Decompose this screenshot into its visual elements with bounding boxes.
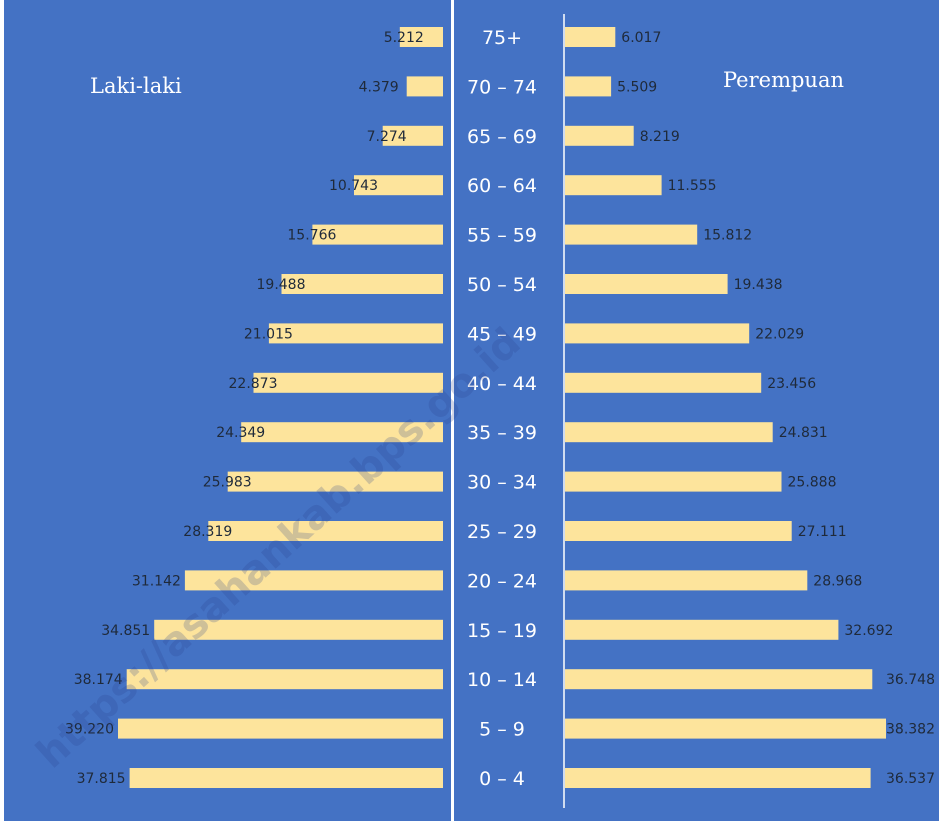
male-value-label: 34.851 [101,623,150,639]
female-bar [565,422,773,443]
male-bar [208,521,443,541]
female-value-label: 27.111 [798,524,847,540]
male-bar [227,471,443,492]
female-bar [565,768,871,788]
age-group-label: 10 – 14 [467,669,537,691]
age-group-label: 60 – 64 [467,175,537,197]
female-value-label: 19.438 [734,277,783,293]
labels-group: 37.815 36.537 0 – 4 39.220 38.382 5 – 9 38.174… [65,27,935,790]
female-bar [565,471,782,492]
female-bar [565,323,750,344]
female-value-label: 15.812 [703,228,752,244]
age-group-label: 40 – 44 [467,373,537,395]
female-value-label: 36.748 [886,672,935,688]
female-bar [565,27,616,47]
male-value-label: 39.220 [65,722,114,738]
female-bar [565,274,728,294]
male-bar [399,27,443,47]
male-bar [281,274,443,294]
left-panel-background [4,0,451,821]
male-bar [253,372,443,393]
male-bar [118,718,443,739]
age-group-label: 70 – 74 [467,76,537,98]
age-group-label: 75+ [482,27,522,49]
right-panel-background [454,0,939,821]
age-group-label: 15 – 19 [467,620,537,642]
male-value-label: 38.174 [74,672,123,688]
female-bar [565,224,698,245]
male-bar [241,422,443,443]
female-bar [565,175,662,196]
female-value-label: 8.219 [640,129,680,145]
age-group-label: 50 – 54 [467,274,537,296]
female-bar [565,372,762,393]
female-bar [565,718,886,739]
age-group-label: 20 – 24 [467,570,537,592]
male-bar [184,570,443,591]
female-value-label: 28.968 [813,573,862,589]
bars-group [118,27,886,788]
female-value-label: 36.537 [886,771,935,787]
male-bar [354,175,443,196]
titles-group: Laki-laki Perempuan [90,68,844,98]
male-bar [406,76,443,97]
male-value-label: 4.379 [359,79,399,95]
age-group-label: 30 – 34 [467,472,537,494]
male-value-label: 25.983 [203,475,252,491]
age-group-label: 0 – 4 [479,768,525,790]
male-bar [129,768,443,788]
male-value-label: 10.743 [329,178,378,194]
female-series-title: Perempuan [723,68,844,92]
female-value-label: 32.692 [844,623,893,639]
age-group-label: 45 – 49 [467,323,537,345]
female-value-label: 5.509 [617,79,657,95]
female-bar [565,619,839,640]
male-bar [382,125,443,146]
male-value-label: 24.349 [216,425,265,441]
male-value-label: 22.873 [229,376,278,392]
male-value-label: 28.319 [183,524,232,540]
age-group-label: 35 – 39 [467,422,537,444]
male-bar [268,323,443,344]
female-bar [565,570,808,591]
male-value-label: 19.488 [257,277,306,293]
male-value-label: 31.142 [132,573,181,589]
age-group-label: 65 – 69 [467,126,537,148]
male-value-label: 7.274 [367,129,407,145]
female-bar [565,125,634,146]
female-bar [565,76,612,97]
female-value-label: 22.029 [755,326,804,342]
age-group-label: 25 – 29 [467,521,537,543]
male-value-label: 5.212 [384,30,424,46]
male-value-label: 15.766 [287,228,336,244]
male-series-title: Laki-laki [90,74,182,98]
female-bar [565,521,792,541]
female-value-label: 23.456 [767,376,816,392]
male-bar [154,619,443,640]
female-value-label: 38.382 [886,722,935,738]
female-value-label: 24.831 [779,425,828,441]
age-group-label: 5 – 9 [479,719,525,741]
male-value-label: 37.815 [77,771,126,787]
age-group-label: 55 – 59 [467,225,537,247]
female-value-label: 25.888 [788,475,837,491]
male-value-label: 21.015 [244,326,293,342]
male-bar [312,224,443,245]
female-bar [565,669,873,690]
female-value-label: 6.017 [621,30,661,46]
female-value-label: 11.555 [668,178,717,194]
male-bar [126,669,443,690]
